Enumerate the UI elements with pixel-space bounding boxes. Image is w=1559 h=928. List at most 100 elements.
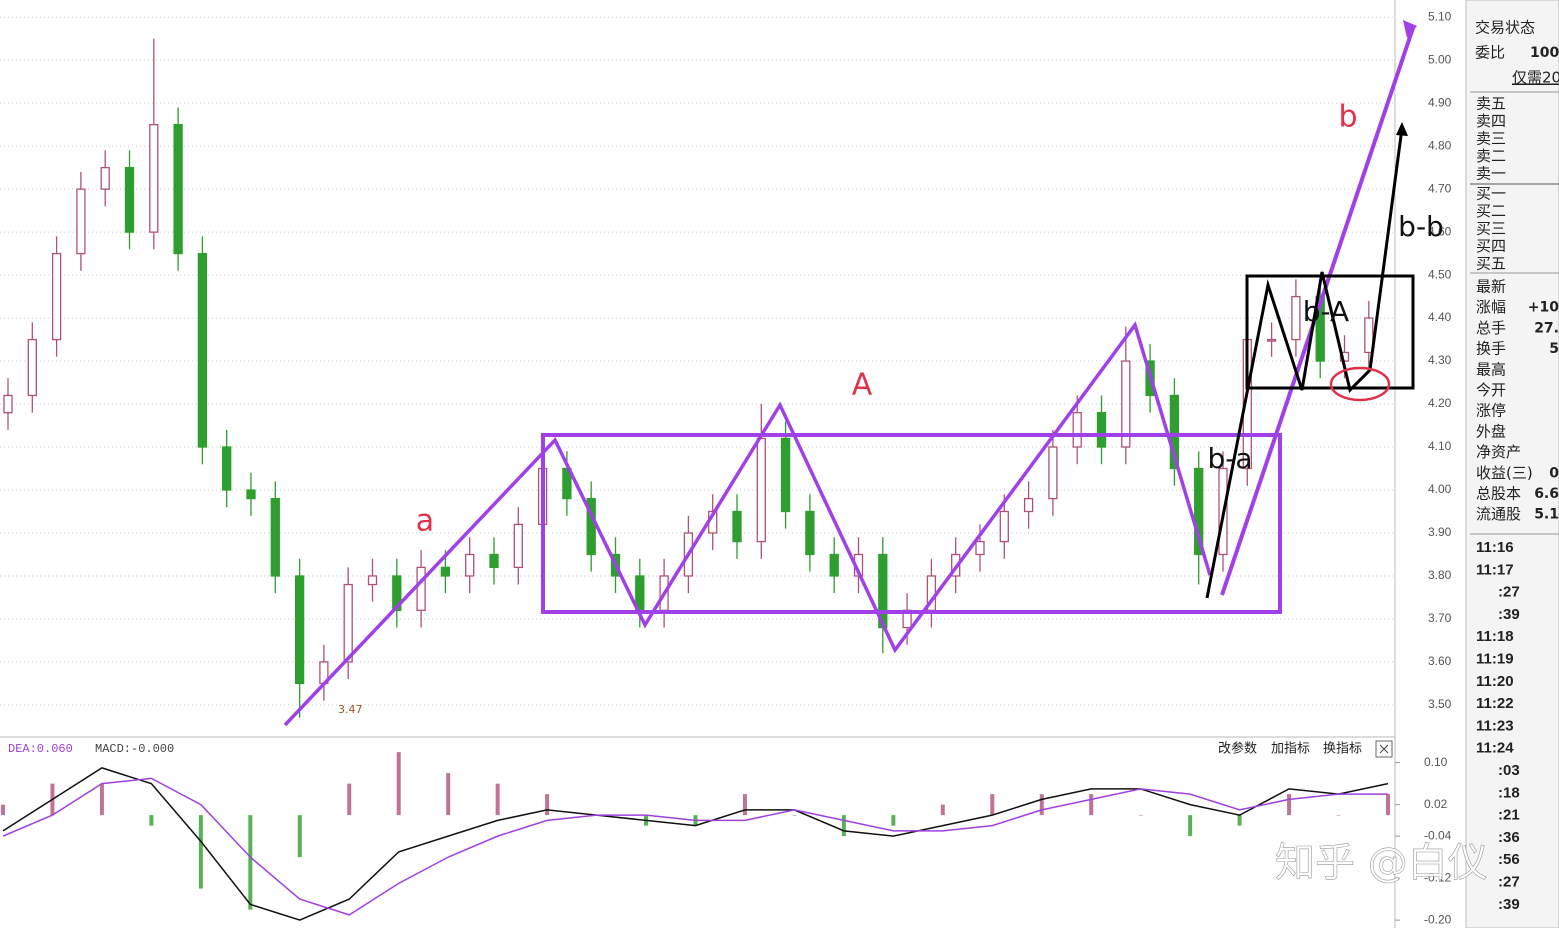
y-tick-label: 3.60 bbox=[1428, 654, 1452, 668]
macd-bar bbox=[99, 783, 104, 816]
close-icon bbox=[1379, 744, 1389, 754]
annotation: b-a bbox=[1207, 442, 1252, 475]
candle-body bbox=[1121, 360, 1131, 448]
candle-body bbox=[756, 437, 766, 543]
candle-body bbox=[1291, 295, 1301, 341]
stat-label: 收益(三) bbox=[1476, 464, 1533, 482]
candle-body bbox=[76, 188, 86, 255]
annotation: b bbox=[1338, 100, 1357, 135]
sidebar-label: 委比 bbox=[1475, 44, 1505, 62]
macd-bar bbox=[545, 794, 550, 816]
stat-value: 0 bbox=[1549, 465, 1559, 481]
y-tick-label: 4.20 bbox=[1428, 396, 1452, 410]
macd-bar bbox=[792, 815, 797, 816]
stat-label: 流通股 bbox=[1476, 505, 1521, 523]
toolbar-button[interactable]: 加指标 bbox=[1271, 742, 1310, 757]
macd-bar bbox=[1336, 815, 1341, 816]
order-label: 买五 bbox=[1476, 255, 1506, 273]
candle-body bbox=[197, 252, 208, 448]
candle-body bbox=[513, 523, 523, 569]
y-tick-label: 5.00 bbox=[1428, 52, 1452, 66]
sidebar-link[interactable]: 仅需20 bbox=[1512, 69, 1559, 87]
candle-body bbox=[829, 553, 839, 577]
indicator-header: DEA:0.060 bbox=[8, 742, 73, 756]
macd-bar bbox=[742, 794, 747, 816]
order-label: 卖二 bbox=[1476, 147, 1506, 165]
candle-body bbox=[1364, 317, 1374, 354]
macd-bar bbox=[1, 804, 5, 816]
candle-body bbox=[489, 553, 499, 569]
candle-body bbox=[732, 510, 742, 543]
stat-value: +10 bbox=[1528, 300, 1559, 316]
macd-bar bbox=[990, 794, 995, 816]
y-tick-label: 4.30 bbox=[1428, 353, 1452, 367]
candle-body bbox=[27, 338, 37, 397]
toolbar-button[interactable]: 改参数 bbox=[1218, 741, 1257, 757]
candle-body bbox=[367, 575, 378, 586]
y-tick-label: 3.50 bbox=[1428, 697, 1452, 711]
candle-body bbox=[343, 583, 353, 663]
stat-label: 净资产 bbox=[1476, 443, 1521, 461]
y-tick-label: 3.70 bbox=[1428, 611, 1452, 625]
trade-time: :21 bbox=[1498, 807, 1520, 824]
highlight-ellipse bbox=[1329, 366, 1391, 402]
macd-bar bbox=[149, 815, 154, 826]
candle-body bbox=[124, 166, 135, 233]
range-box bbox=[541, 433, 1282, 614]
trade-time: 11:19 bbox=[1476, 650, 1514, 667]
candle-body bbox=[416, 566, 426, 612]
candle-body bbox=[222, 446, 232, 491]
y-tick-label: 5.10 bbox=[1428, 9, 1452, 23]
stat-label: 外盘 bbox=[1476, 422, 1506, 440]
trade-time: 11:20 bbox=[1476, 673, 1514, 690]
y-tick-label: 4.00 bbox=[1428, 482, 1452, 496]
trade-time: :03 bbox=[1498, 762, 1520, 779]
arrow-head bbox=[1396, 122, 1408, 136]
low-marker: 3.47 bbox=[338, 703, 363, 716]
trade-time: 11:18 bbox=[1476, 628, 1514, 645]
order-label: 卖三 bbox=[1476, 130, 1506, 148]
order-label: 买四 bbox=[1476, 237, 1506, 255]
y-tick-label: 4.60 bbox=[1428, 224, 1452, 238]
candle-body bbox=[1096, 411, 1107, 448]
stat-value: 5.1 bbox=[1534, 507, 1559, 523]
macd-bar bbox=[347, 783, 352, 816]
y-tick-label: 0.02 bbox=[1424, 797, 1448, 811]
macd-bar bbox=[495, 783, 500, 816]
candle-body bbox=[100, 166, 110, 190]
trade-time: 11:24 bbox=[1476, 740, 1514, 757]
candle-body bbox=[1194, 467, 1204, 556]
stat-value: 6.6 bbox=[1534, 486, 1559, 502]
macd-bar bbox=[1039, 794, 1044, 816]
macd-line bbox=[2, 777, 1388, 916]
order-label: 卖一 bbox=[1476, 165, 1506, 183]
annotation: a bbox=[416, 504, 434, 539]
candle-body bbox=[440, 566, 451, 577]
candle-body bbox=[392, 575, 402, 612]
candle-body bbox=[270, 497, 280, 577]
stat-value: 5 bbox=[1549, 341, 1559, 357]
y-tick-label: 0.10 bbox=[1424, 755, 1448, 769]
order-label: 买三 bbox=[1476, 220, 1506, 238]
candle-body bbox=[1048, 446, 1058, 500]
order-label: 买一 bbox=[1476, 185, 1506, 203]
sidebar-panel bbox=[1465, 0, 1559, 928]
trade-time: :27 bbox=[1498, 584, 1520, 601]
macd-bar bbox=[940, 804, 945, 816]
candle-body bbox=[173, 123, 183, 255]
stat-label: 涨幅 bbox=[1476, 298, 1506, 316]
y-tick-label: -0.04 bbox=[1424, 828, 1452, 842]
stat-label: 最高 bbox=[1476, 360, 1506, 378]
candle-body bbox=[465, 553, 475, 577]
annotation: b-b bbox=[1398, 210, 1444, 243]
macd-bar bbox=[396, 752, 401, 816]
y-tick-label: 4.80 bbox=[1428, 138, 1452, 152]
trade-time: :39 bbox=[1498, 606, 1520, 623]
macd-bar bbox=[1089, 794, 1094, 816]
wave-line bbox=[283, 321, 1212, 727]
macd-bar bbox=[1287, 794, 1292, 816]
toolbar-button[interactable]: 换指标 bbox=[1323, 742, 1362, 757]
annotation: A bbox=[852, 368, 873, 403]
